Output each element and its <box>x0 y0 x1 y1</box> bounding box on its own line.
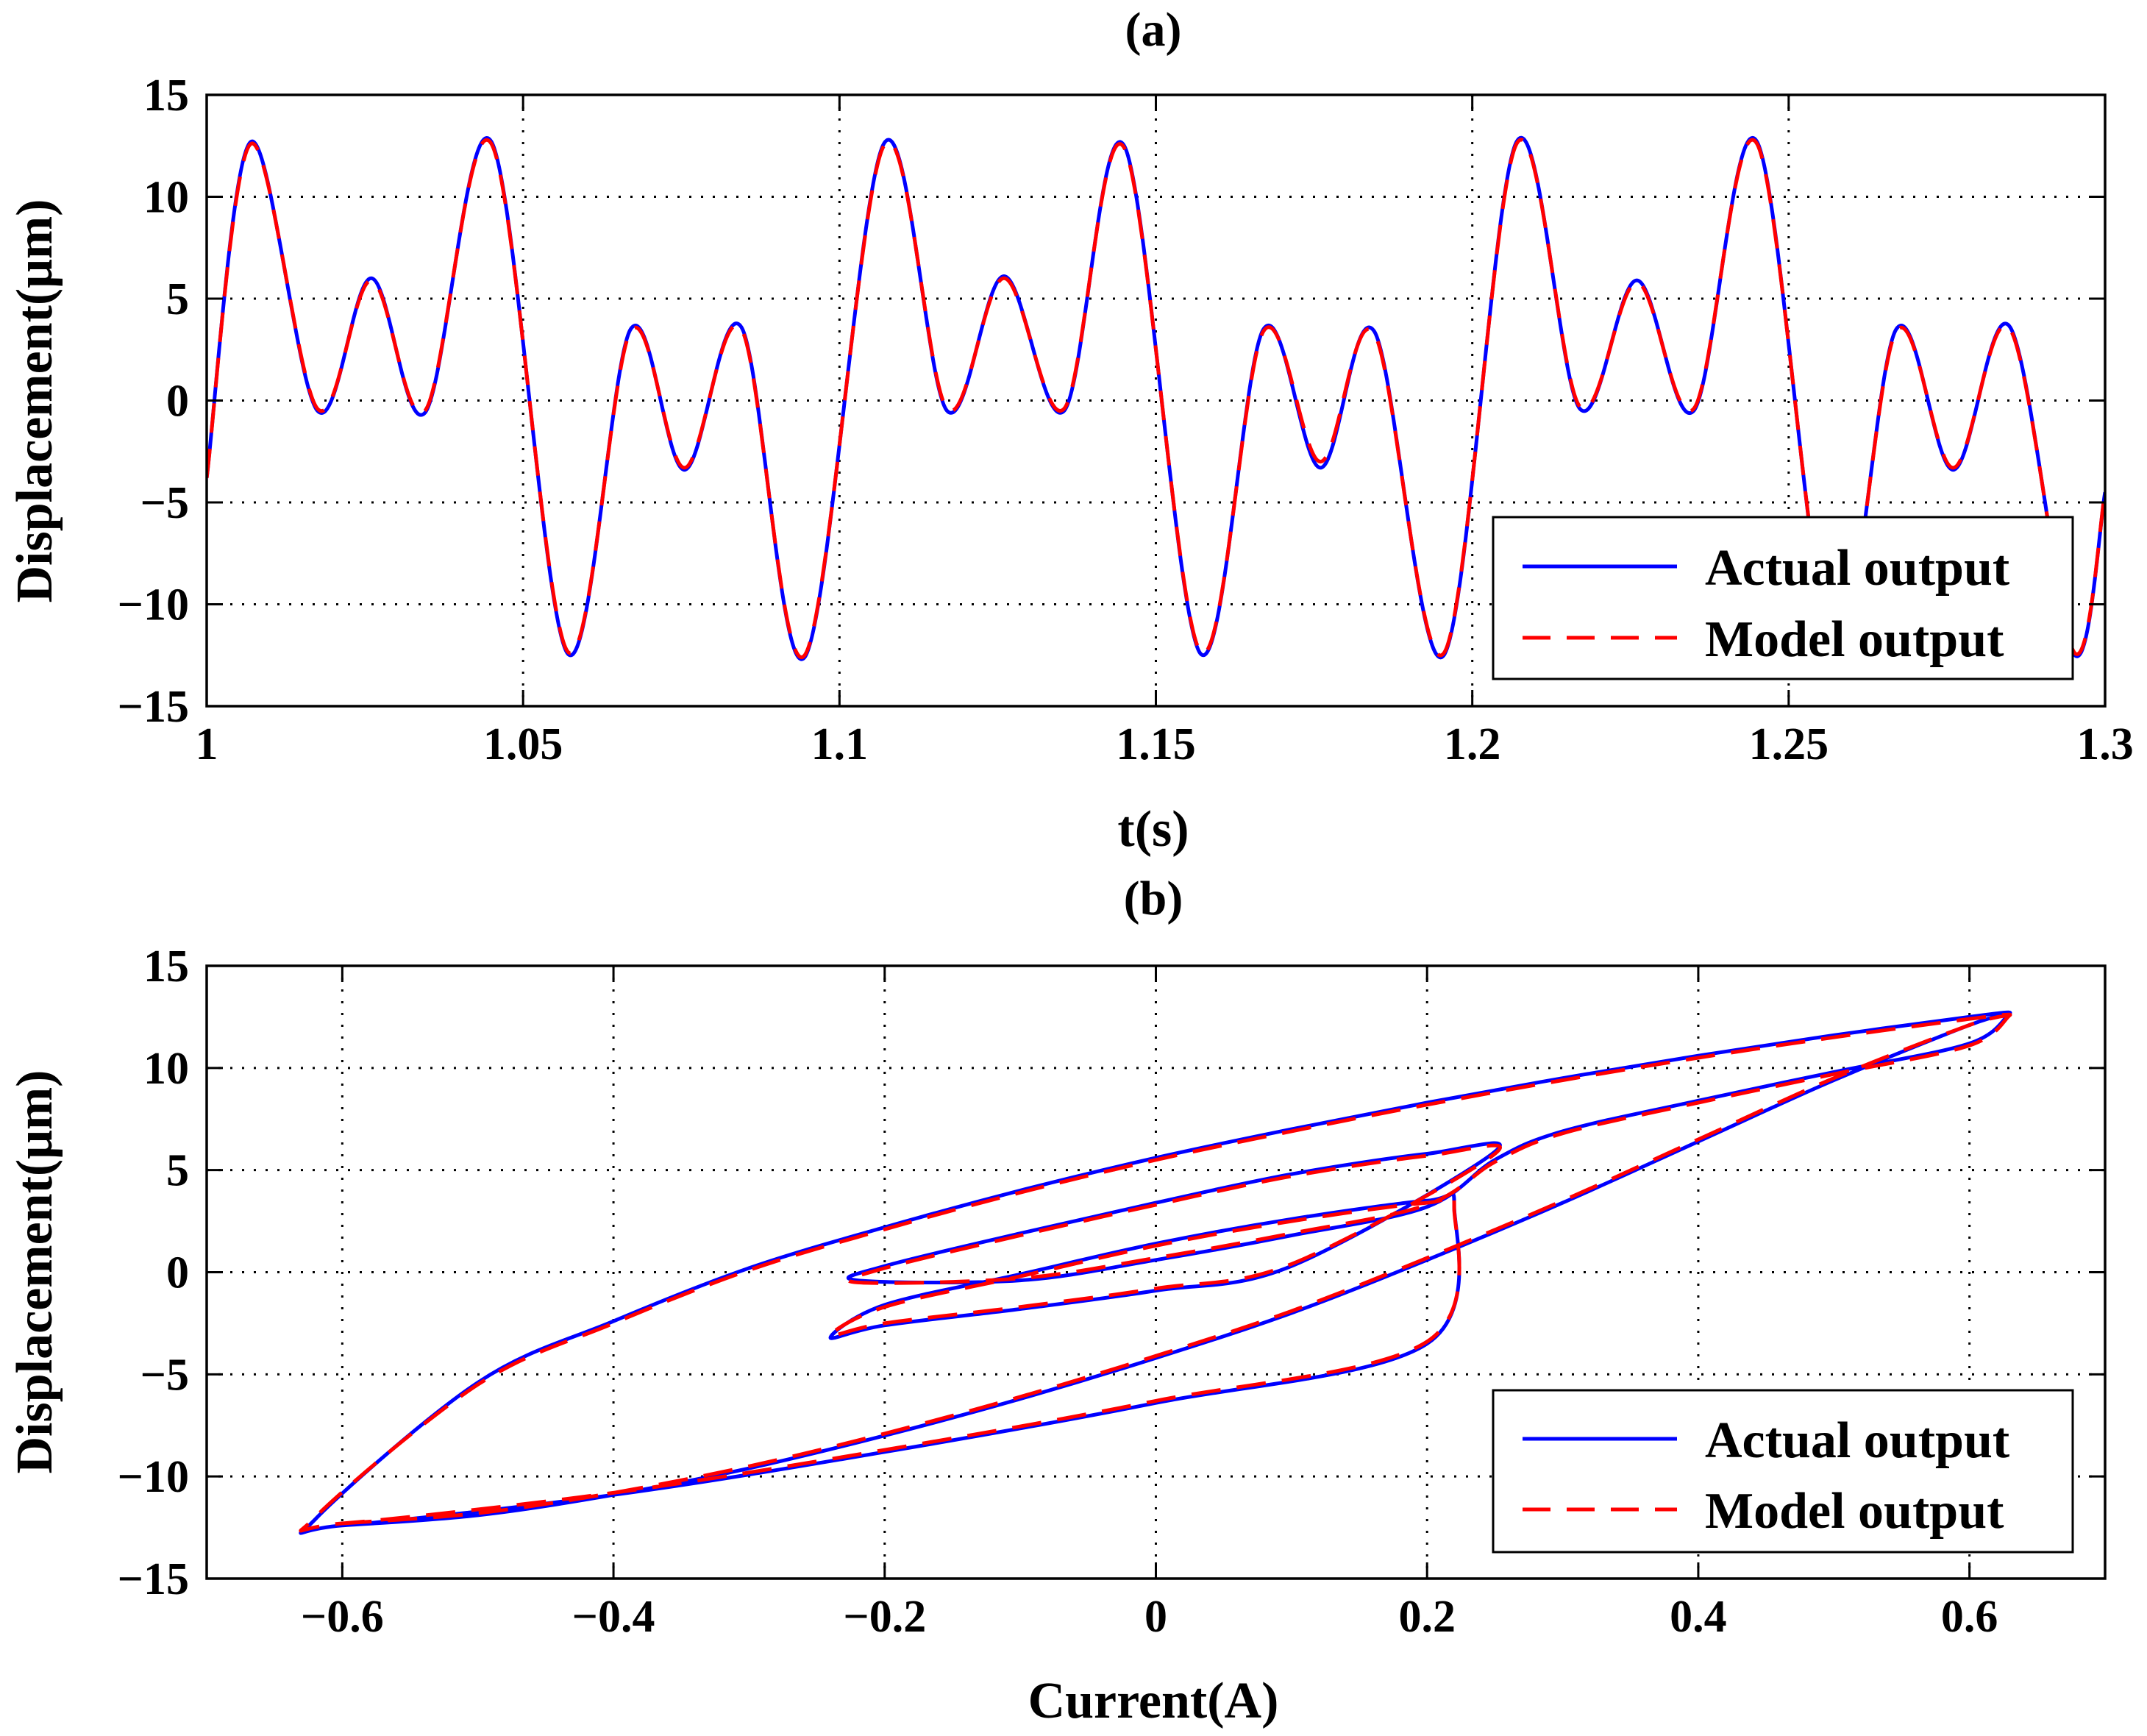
panel-b-xtick-label: 0 <box>1144 1592 1167 1642</box>
panel-b-xlabel: Current(A) <box>1028 1673 1279 1729</box>
panel-a-xtick-label: 1.1 <box>811 719 869 769</box>
panel-a-xlabel: t(s) <box>1117 801 1189 858</box>
panel-b-ytick-label: 5 <box>166 1146 189 1196</box>
panel-a-ytick-label: −5 <box>140 478 189 528</box>
panel-a-ytick-label: 0 <box>166 377 189 427</box>
panel-a-ytick-label: 5 <box>166 274 189 324</box>
panel-a-ticks: 1 1.05 1.1 1.15 1.2 1.25 1.3 −15 −10 −5 0 5 10 15 <box>118 71 2134 769</box>
panel-b-grid <box>207 966 2105 1579</box>
panel-a-xtick-label: 1.05 <box>483 719 563 769</box>
panel-b-legend: Actual output Model output <box>1492 1389 2074 1554</box>
panel-b-ytick-label: −15 <box>118 1554 189 1604</box>
panel-b-ticks: −0.6 −0.4 −0.2 0 0.2 0.4 0.6 −15 −10 −5 0 5 10 15 <box>118 942 2105 1642</box>
panel-a-series-model-output <box>207 138 2105 660</box>
panel-a-ytick-label: −10 <box>118 580 189 630</box>
panel-b-legend-actual-label: Actual output <box>1705 1412 2009 1469</box>
panel-b-xtick-label: −0.6 <box>301 1592 384 1642</box>
panel-a-ytick-label: 10 <box>143 173 189 223</box>
panel-b-ytick-label: −5 <box>140 1350 189 1400</box>
panel-a-ytick-label: 15 <box>143 71 189 121</box>
panel-a-legend-actual-label: Actual output <box>1705 540 2009 597</box>
panel-a-xtick-label: 1.25 <box>1749 719 1829 769</box>
panel-b-xtick-label: −0.2 <box>843 1592 926 1642</box>
panel-b-series-actual-output <box>299 1010 2012 1535</box>
panel-a-legend-model-label: Model output <box>1705 611 2004 668</box>
panel-b-series-model-output <box>299 1012 2012 1533</box>
panel-b-ylabel: Displacement(μm) <box>7 1070 63 1474</box>
panel-a-legend: Actual output Model output <box>1492 516 2074 680</box>
panel-a-xtick-label: 1 <box>196 719 218 769</box>
panel-b-xtick-label: 0.4 <box>1670 1592 1727 1642</box>
panel-b-plot-area <box>299 1010 2012 1535</box>
panel-b-ytick-label: 10 <box>143 1044 189 1094</box>
panel-a-plot-area <box>207 136 2105 661</box>
panel-b-ytick-label: −10 <box>118 1452 189 1502</box>
panel-a-time-plot: (a) 1 1.05 1.1 1.15 1.2 1.25 1.3 −15 −10 −5 0 5 10 15… <box>7 3 2134 858</box>
panel-a-title: (a) <box>1125 3 1182 57</box>
panel-b-legend-box <box>1492 1389 2074 1554</box>
panel-a-ylabel: Displacement(μm) <box>7 199 63 603</box>
panel-a-xtick-label: 1.15 <box>1116 719 1196 769</box>
panel-b-hysteresis-plot: (b) −0.6 −0.4 −0.2 0 0.2 0.4 0.6 −15 −10 −5 0 5 10 15… <box>7 872 2107 1729</box>
panel-b-ytick-label: 15 <box>143 942 189 992</box>
panel-b-xtick-label: 0.2 <box>1398 1592 1456 1642</box>
panel-a-legend-box <box>1492 516 2074 680</box>
panel-a-xtick-label: 1.3 <box>2076 719 2134 769</box>
panel-b-title: (b) <box>1124 872 1183 925</box>
panel-b-xtick-label: 0.6 <box>1941 1592 1998 1642</box>
panel-a-ytick-label: −15 <box>118 682 189 732</box>
panel-a-xtick-label: 1.2 <box>1444 719 1501 769</box>
panel-b-legend-model-label: Model output <box>1705 1483 2004 1540</box>
panel-b-ytick-label: 0 <box>166 1248 189 1298</box>
panel-b-xtick-label: −0.4 <box>572 1592 655 1642</box>
